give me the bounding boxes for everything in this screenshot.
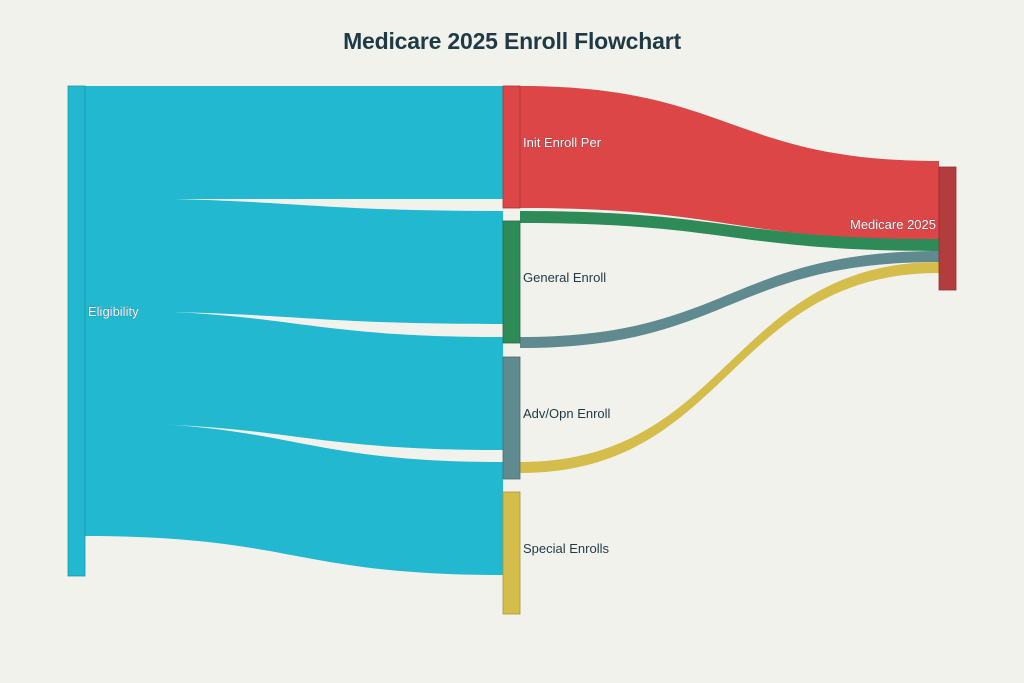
links-layer	[85, 86, 939, 575]
link-eligibility-to-init	[85, 86, 503, 199]
node-general	[502, 220, 521, 344]
node-special	[502, 491, 521, 615]
link-eligibility-to-special	[85, 422, 503, 575]
link-general-to-medicare	[520, 211, 939, 251]
node-eligibility	[67, 85, 86, 577]
node-label-init: Init Enroll Per	[523, 135, 602, 150]
link-adv-to-medicare	[520, 251, 939, 348]
node-label-special: Special Enrolls	[523, 541, 609, 556]
link-eligibility-to-adv	[85, 310, 503, 450]
node-init	[502, 85, 521, 209]
link-eligibility-to-general	[85, 198, 503, 324]
link-special-to-medicare	[520, 262, 939, 473]
chart-title: Medicare 2025 Enroll Flowchart	[343, 28, 681, 54]
node-label-general: General Enroll	[523, 270, 606, 285]
node-label-adv: Adv/Opn Enroll	[523, 406, 611, 421]
node-label-eligibility: Eligibility	[88, 304, 139, 319]
link-init-to-medicare	[520, 86, 939, 240]
node-label-medicare: Medicare 2025	[850, 217, 936, 232]
node-adv	[502, 356, 521, 480]
nodes-layer	[67, 85, 957, 615]
labels-layer: Eligibility Init Enroll Per General Enro…	[88, 135, 936, 556]
node-medicare	[938, 166, 957, 291]
